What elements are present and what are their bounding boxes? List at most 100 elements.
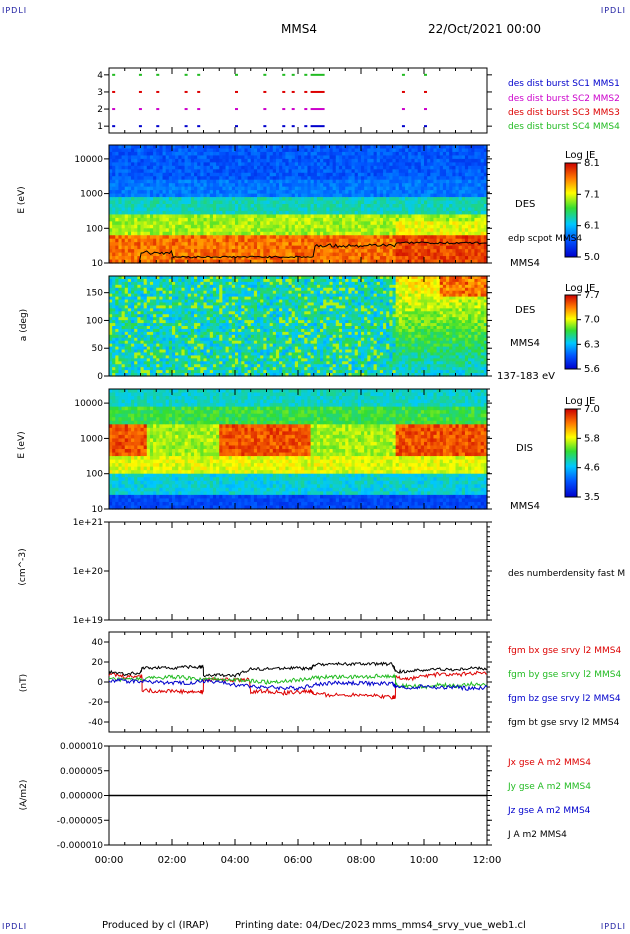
des-pitch-colorbar-tick-label: 5.6 [584,364,600,375]
density-frame [108,521,488,621]
dis-energy-colorbar-tick-label: 3.5 [584,492,600,503]
des-energy-colorbar-tick-label: 7.1 [584,189,600,200]
burst-interval-mark [282,108,286,111]
burst-interval-mark [156,108,160,111]
burst-interval-mark [138,125,142,128]
dis-energy-colorbar-tick-label: 5.8 [584,433,600,444]
burst-interval-mark [138,90,142,93]
burst-interval-mark [235,125,238,128]
current-ytick-label: 0.000000 [60,792,103,802]
corner-label-bottom-right: IPDLI [600,922,626,931]
footer-produced-by: Produced by cl (IRAP) [102,920,209,931]
label-energy-range: 137-183 eV [497,371,555,382]
des-energy-ytick-label: 100 [86,224,103,234]
time-axis-label: 12:00 [473,855,502,866]
des-energy-ytick-label: 10000 [74,155,103,165]
time-axis-label: 00:00 [95,855,124,866]
burst-interval-mark [310,73,325,76]
burst-interval-mark [112,90,116,93]
burst-interval-mark [112,125,116,128]
burst-interval-mark [235,108,238,111]
legend-burst-mms4: des dist burst SC4 MMS4 [508,122,620,132]
des-pitch-ytick-label: 100 [86,316,103,326]
dis-energy-ytick-label: 1000 [80,434,103,444]
magnetic-field-frame [108,631,488,733]
bfield-ytick-label: 20 [92,658,104,668]
bfield-ytick-label: -40 [88,718,103,728]
label-mms4-des-energy: MMS4 [510,258,540,269]
des-pitch-spectrogram [109,276,488,377]
time-axis-label: 06:00 [284,855,313,866]
dis-energy-ytick-label: 10000 [74,399,103,409]
label-mms4-pitch: MMS4 [510,338,540,349]
burst-interval-mark [156,90,160,93]
burst-interval-mark [424,125,427,128]
legend-burst-mms2: des dist burst SC2 MMS2 [508,94,620,104]
burst-interval-mark [184,73,188,76]
time-axis-label: 02:00 [158,855,187,866]
burst-interval-mark [291,108,295,111]
des-energy-spectrogram [109,145,488,264]
scpot-trace [109,241,488,264]
bz-series [108,678,488,691]
burst-interval-mark [424,73,427,76]
burst-ytick-label: 1 [97,122,103,132]
footer-printing-date: Printing date: 04/Dec/2023 [235,920,371,931]
burst-interval-mark [263,90,267,93]
burst-interval-mark [197,73,201,76]
burst-interval-mark [401,108,405,111]
legend-density: des numberdensity fast M [508,569,626,579]
corner-label-bottom-left: IPDLI [2,922,28,931]
des-pitch-colorbar [564,294,578,370]
legend-bz: fgm bz gse srvy l2 MMS4 [508,694,621,704]
bfield-ytick-label: -20 [88,698,103,708]
burst-interval-mark [401,125,405,128]
datetime-title: 22/Oct/2021 00:00 [428,22,542,36]
des-energy-ytick-label: 1000 [80,190,103,200]
burst-ytick-label: 4 [97,71,103,81]
burst-interval-mark [112,73,116,76]
burst-interval-mark [424,90,427,93]
burst-interval-mark [291,73,295,76]
des-pitch-ytick-label: 0 [97,372,103,382]
burst-interval-mark [184,90,188,93]
by-series [108,673,488,690]
corner-label-top-left: IPDLI [2,6,28,15]
burst-interval-mark [156,125,160,128]
burst-ytick-label: 3 [97,88,103,98]
density-ytick-label: 1e+19 [73,616,104,626]
des-pitch-colorbar-tick-label: 7.0 [584,315,600,326]
burst-interval-mark [310,90,325,93]
footer-filename: mms_mms4_srvy_vue_web1.cl [372,920,526,931]
colorbar-title-des-pitch: Log JE [565,283,596,294]
burst-interval-mark [197,125,201,128]
burst-interval-mark [310,125,325,128]
label-dis: DIS [516,443,533,454]
spacecraft-title: MMS4 [281,22,317,36]
current-ytick-label: -0.000005 [57,816,103,826]
des-pitch-ytick-label: 150 [86,289,103,299]
burst-panel-frame [108,67,488,134]
burst-interval-mark [424,108,427,111]
des-energy-colorbar [564,162,578,258]
label-edp-scpot: edp scpot MMS4 [508,234,583,244]
burst-interval-mark [304,90,308,93]
current-ytick-label: 0.000005 [60,767,103,777]
legend-burst-mms3: des dist burst SC3 MMS3 [508,108,620,118]
dis-energy-ytick-label: 100 [86,470,103,480]
burst-interval-mark [291,90,295,93]
burst-interval-mark [310,108,325,111]
bx-series [108,670,487,700]
legend-bx: fgm bx gse srvy l2 MMS4 [508,646,622,656]
legend-j: J A m2 MMS4 [508,830,567,840]
burst-interval-mark [282,90,286,93]
des-energy-colorbar-tick-label: 8.1 [584,158,600,169]
label-mms4-dis: MMS4 [510,501,540,512]
density-ytick-label: 1e+21 [73,518,103,528]
corner-label-top-right: IPDLI [600,6,626,15]
burst-interval-mark [282,73,286,76]
burst-ytick-label: 2 [97,105,103,115]
colorbar-title-des-energy: Log JE [565,150,596,161]
des-pitch-colorbar-tick-label: 7.7 [584,290,600,301]
burst-interval-mark [263,73,267,76]
